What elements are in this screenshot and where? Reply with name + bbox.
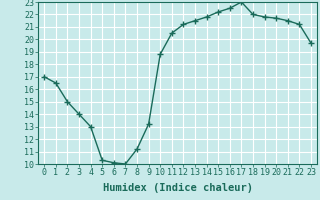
X-axis label: Humidex (Indice chaleur): Humidex (Indice chaleur) bbox=[103, 183, 252, 193]
